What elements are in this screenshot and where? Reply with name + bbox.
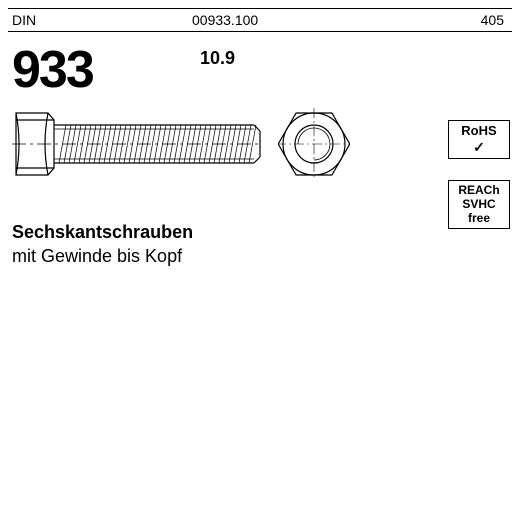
rohs-badge: RoHS ✓ (448, 120, 510, 159)
reach-line1: REACh (449, 184, 509, 198)
header-standard: DIN (8, 12, 188, 28)
bolt-hex-end-view (278, 104, 350, 184)
description-title: Sechskantschrauben (12, 220, 193, 244)
header-row: DIN 00933.100 405 (8, 8, 512, 32)
rohs-checkmark-icon: ✓ (449, 139, 509, 155)
description-subtitle: mit Gewinde bis Kopf (12, 244, 193, 268)
reach-badge: REACh SVHC free (448, 180, 510, 229)
reach-line2: SVHC (449, 198, 509, 212)
din-number: 933 (12, 40, 93, 100)
header-code: 00933.100 (188, 12, 432, 28)
bolt-side-view (12, 104, 262, 184)
rohs-label: RoHS (449, 124, 509, 139)
strength-class: 10.9 (200, 48, 235, 69)
header-ref: 405 (432, 12, 512, 28)
reach-line3: free (449, 212, 509, 226)
product-description: Sechskantschrauben mit Gewinde bis Kopf (12, 220, 193, 269)
